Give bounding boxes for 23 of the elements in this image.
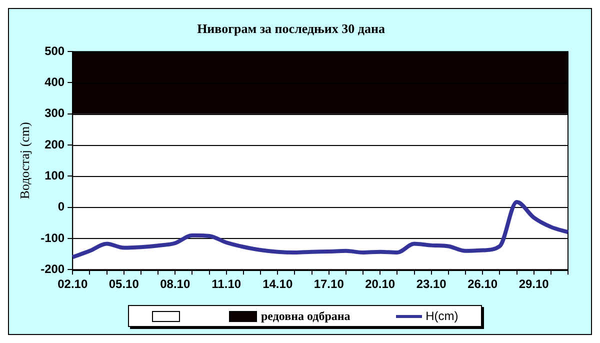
- y-tick-label: 300: [44, 106, 65, 120]
- y-tick-label: -100: [40, 230, 65, 245]
- y-axis-title: Водостај (cm): [17, 122, 32, 200]
- x-tick-label: 20.10: [365, 277, 396, 292]
- y-tick-label: 200: [44, 137, 65, 152]
- legend-label: H(cm): [424, 309, 458, 323]
- legend-label: редовна одбрана: [260, 308, 350, 324]
- x-tick-label: 05.10: [108, 277, 140, 292]
- y-tick-label: 500: [44, 44, 65, 58]
- x-tick-label: 08.10: [160, 277, 190, 292]
- x-tick-label: 29.10: [518, 277, 550, 292]
- x-tick-label: 02.10: [58, 277, 88, 292]
- x-tick-label: 17.10: [314, 277, 344, 292]
- y-tick-label: 400: [44, 75, 65, 90]
- chart-title: Нивограм за последњих 30 дана: [197, 21, 386, 36]
- x-tick-label: 23.10: [416, 277, 447, 292]
- line-series: [70, 200, 570, 260]
- y-tick-label: -200: [40, 262, 65, 276]
- y-tick-label: 100: [44, 168, 65, 182]
- x-tick-label: 11.10: [212, 277, 242, 292]
- x-tick-label: 14.10: [262, 277, 293, 292]
- x-tick-label: 26.10: [468, 277, 498, 292]
- y-tick-label: 0: [58, 200, 65, 214]
